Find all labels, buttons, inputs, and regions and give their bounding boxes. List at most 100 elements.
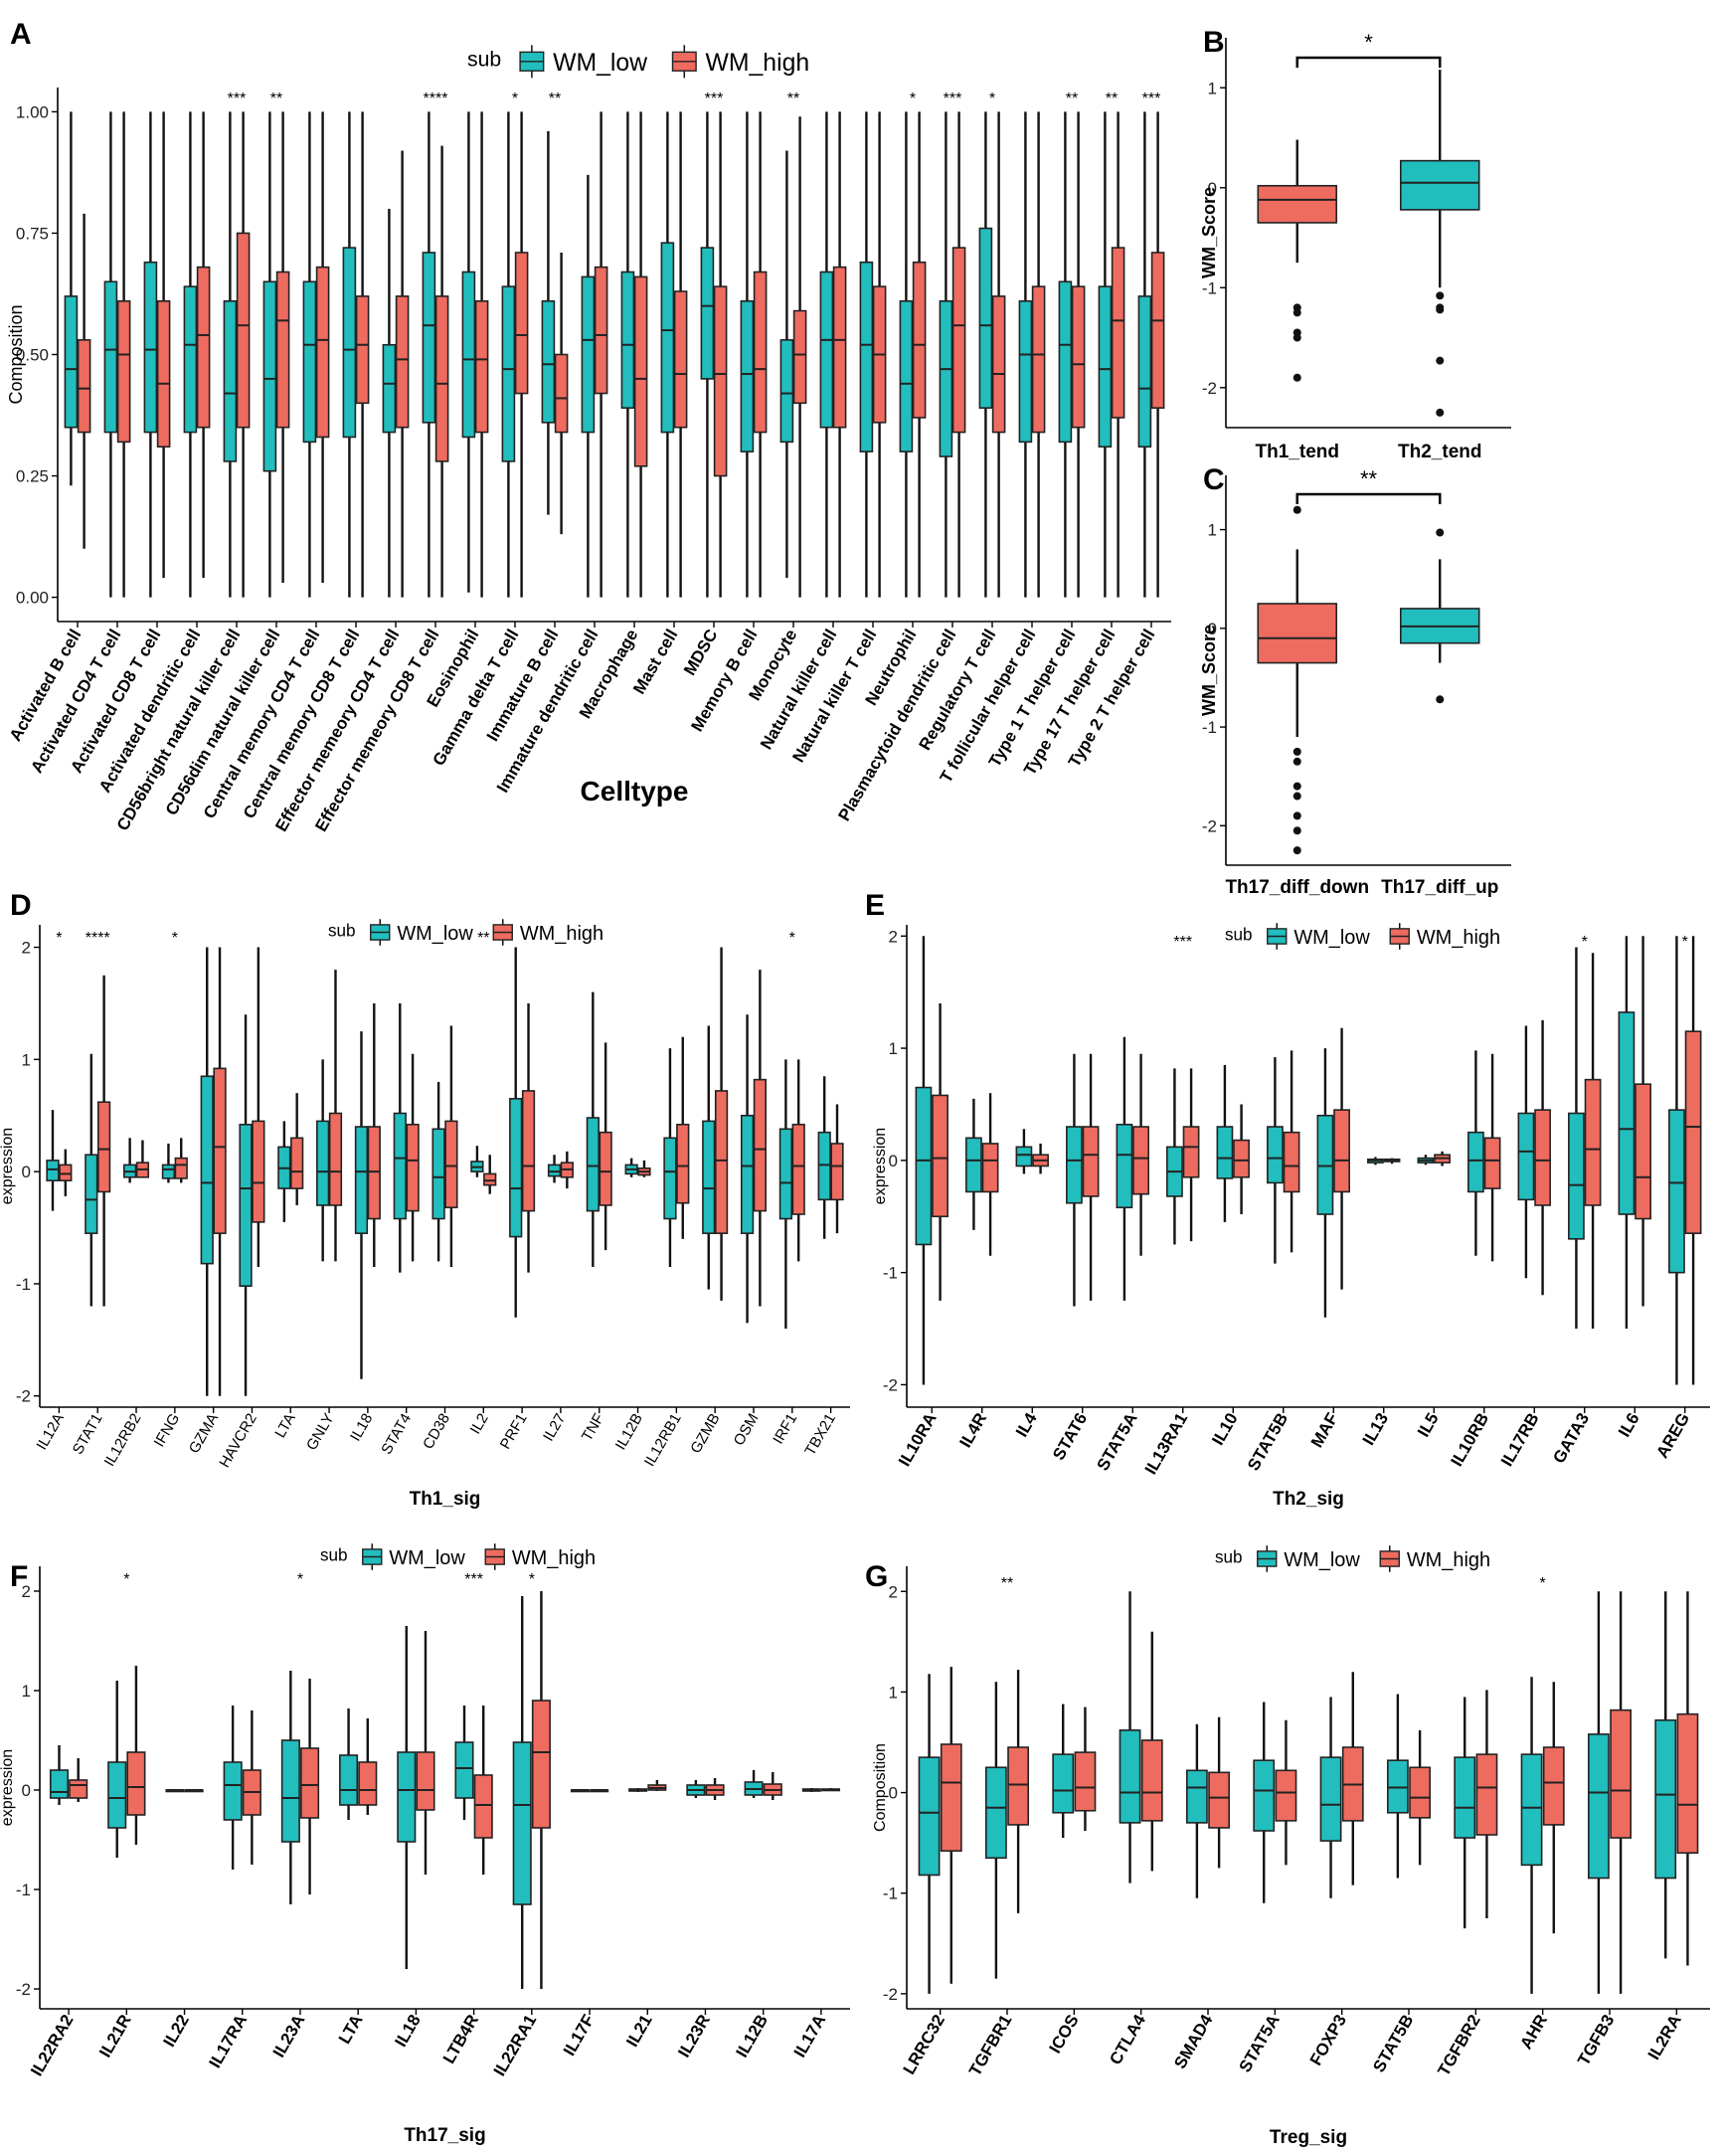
x-tick-label: IL18 xyxy=(391,2012,424,2051)
x-tick-label: IL10 xyxy=(1208,1410,1241,1449)
box xyxy=(69,1779,88,1799)
box xyxy=(354,1126,369,1234)
category-il13ra1: *** IL13RA1 xyxy=(1141,934,1200,1478)
box xyxy=(915,1086,933,1246)
x-tick-label: CD38 xyxy=(420,1411,453,1453)
category-osm: OSM xyxy=(731,970,768,1449)
category-ifng: * IFNG xyxy=(151,930,188,1450)
x-tick-label: IL12A xyxy=(34,1411,68,1453)
group-th17-diff-down: Th17_diff_down xyxy=(1225,505,1369,898)
box xyxy=(143,261,158,434)
box xyxy=(382,343,397,434)
legend-title: sub xyxy=(1215,1547,1243,1566)
y-tick-label: 0.25 xyxy=(16,467,49,486)
x-tick-label: IL12B xyxy=(733,2012,773,2062)
x-tick-label: IL17F xyxy=(560,2012,599,2060)
box xyxy=(713,285,728,477)
x-tick-label: IL23R xyxy=(674,2012,714,2062)
box xyxy=(899,299,914,452)
legend-title: sub xyxy=(467,48,501,72)
box xyxy=(275,270,290,429)
panel-b: B -2 -1 0 1 Th1_tend Th2_tend WM_Score * xyxy=(1199,26,1511,462)
box xyxy=(315,266,330,439)
box xyxy=(1483,1137,1501,1189)
x-tick-label: ICOS xyxy=(1046,2012,1083,2057)
box xyxy=(107,1761,127,1829)
y-tick-label: 0.50 xyxy=(16,346,49,365)
box xyxy=(1618,1011,1636,1215)
category-stat5b: STAT5B xyxy=(1244,1050,1300,1474)
x-tick-label: IL12B xyxy=(612,1411,646,1453)
x-tick-label: IL27 xyxy=(540,1411,569,1445)
category-prf1: PRF1 xyxy=(497,947,536,1452)
x-tick-label: STAT1 xyxy=(70,1411,106,1458)
category-il23a: * IL23A xyxy=(269,1571,320,2061)
y-tick-label: 0 xyxy=(889,1152,898,1170)
box xyxy=(316,1120,330,1206)
x-tick-label: IL5 xyxy=(1414,1410,1443,1441)
x-tick-label: IL4R xyxy=(955,1410,990,1451)
y-tick-label: 1 xyxy=(1208,521,1217,540)
box xyxy=(262,280,277,472)
x-tick-label: CTLA4 xyxy=(1106,2011,1149,2067)
x-tick-label: IL12RB1 xyxy=(641,1411,685,1470)
category-il18: IL18 xyxy=(391,1626,435,2051)
box xyxy=(1257,603,1338,664)
category-gata3: * GATA3 xyxy=(1549,934,1602,1467)
panel-label: C xyxy=(1203,463,1225,496)
x-tick-label: HAVCR2 xyxy=(216,1411,260,1471)
box xyxy=(1267,1126,1284,1184)
box xyxy=(832,266,847,429)
box xyxy=(1568,1112,1585,1240)
box xyxy=(431,1128,445,1220)
y-tick-label: 1 xyxy=(1208,79,1217,97)
box xyxy=(501,285,516,462)
box xyxy=(1150,252,1165,409)
x-axis-title: Th2_sig xyxy=(1273,1489,1344,1510)
box xyxy=(918,1756,941,1877)
x-tick-label: STAT5A xyxy=(1236,2012,1284,2076)
outlier-point xyxy=(1292,792,1301,801)
category-maf: MAF xyxy=(1307,1027,1350,1451)
legend-label: WM_high xyxy=(1417,927,1500,949)
category-stat1: **** STAT1 xyxy=(70,930,111,1458)
legend-label: WM_low xyxy=(397,923,473,945)
x-tick-label: IL4 xyxy=(1012,1409,1041,1440)
significance-label: *** xyxy=(228,90,247,107)
box xyxy=(1684,1030,1702,1234)
box xyxy=(393,1112,407,1220)
significance-label: * xyxy=(1540,1575,1546,1592)
category-il4: IL4 xyxy=(1012,1129,1049,1440)
category-il22ra1: * IL22RA1 xyxy=(490,1571,551,2079)
y-tick-label: -2 xyxy=(1202,816,1217,835)
x-tick-label: IL6 xyxy=(1615,1410,1643,1441)
y-tick-label: 1 xyxy=(22,1682,31,1701)
box xyxy=(444,1120,458,1209)
x-tick-label: Th2_tend xyxy=(1398,442,1481,462)
significance-label: * xyxy=(512,90,518,107)
box xyxy=(1610,1708,1633,1839)
box xyxy=(223,299,238,462)
significance-label: *** xyxy=(464,1571,483,1588)
x-tick-label: AHR xyxy=(1516,2012,1551,2053)
category-ltb4r: *** LTB4R xyxy=(439,1571,493,2066)
box xyxy=(1587,1733,1610,1880)
category-il17ra: IL17RA xyxy=(205,1706,261,2071)
box xyxy=(939,299,953,457)
x-tick-label: IL17RB xyxy=(1497,1410,1543,1470)
significance-label: ** xyxy=(477,930,489,947)
box xyxy=(342,247,357,439)
significance-label: ** xyxy=(1001,1575,1013,1592)
y-axis-title: WM_Score xyxy=(1199,625,1219,716)
box xyxy=(1233,1139,1250,1178)
category-il13: IL13 xyxy=(1359,1157,1401,1448)
outlier-point xyxy=(1292,811,1301,820)
box xyxy=(1116,1123,1133,1209)
significance-label: ** xyxy=(549,90,561,107)
outlier-point xyxy=(1436,408,1445,417)
box xyxy=(252,1120,265,1223)
box xyxy=(196,266,211,429)
box xyxy=(49,1769,70,1799)
y-tick-label: -2 xyxy=(16,1387,31,1406)
